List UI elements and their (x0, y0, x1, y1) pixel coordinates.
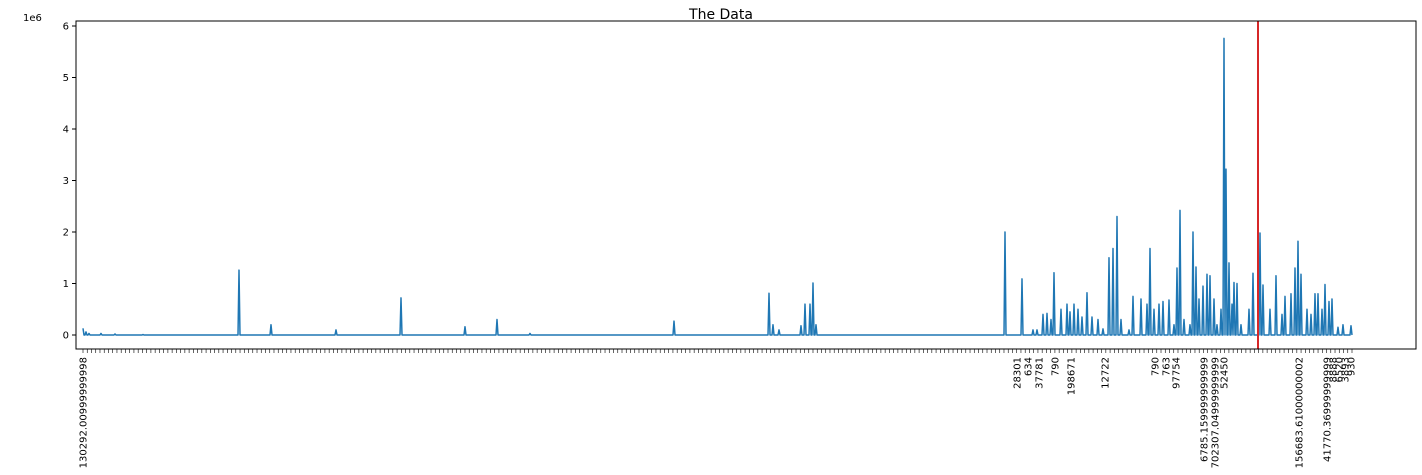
x-tick-label: 130292.00999999998 (79, 357, 90, 468)
x-tick-label: 97754 (1172, 357, 1183, 389)
y-tick-label: 4 (63, 125, 69, 136)
x-tick-label: 763 (1162, 357, 1173, 376)
x-tick-label: 702307.04999999999 (1211, 357, 1222, 468)
plot-area (82, 21, 1353, 349)
y-tick-label: 2 (63, 228, 69, 239)
x-tick-label: 156683.61000000002 (1295, 357, 1306, 468)
x-tick-label: 6520 (1335, 357, 1346, 382)
x-tick-label: 3893 (1341, 357, 1352, 382)
x-tick-label: 28301 (1013, 357, 1024, 389)
x-tick-label: 8888 (1329, 357, 1340, 382)
chart-title: The Data (688, 7, 753, 23)
y-tick-label: 6 (63, 22, 69, 33)
axes-frame (75, 20, 1417, 350)
x-tick-label: 41770.36999999999 (1323, 357, 1334, 462)
y-offset-label: 1e6 (23, 13, 42, 24)
x-tick-label: 634 (1024, 357, 1035, 376)
x-tick-label: 37781 (1035, 357, 1046, 389)
x-tick-label: 790 (1051, 357, 1062, 376)
y-tick-label: 5 (63, 73, 69, 84)
x-tick-label: 6785.159999999999 (1200, 357, 1211, 462)
y-tick-label: 3 (63, 176, 69, 187)
x-tick-label: 12722 (1101, 357, 1112, 389)
y-tick-label: 1 (63, 279, 69, 290)
series-line (82, 37, 1353, 336)
x-tick-label: 930 (1347, 357, 1358, 376)
x-tick-label: 790 (1151, 357, 1162, 376)
y-tick-label: 0 (63, 331, 69, 342)
x-tick-label: 198671 (1067, 357, 1078, 395)
x-tick-label: 52450 (1220, 357, 1231, 389)
